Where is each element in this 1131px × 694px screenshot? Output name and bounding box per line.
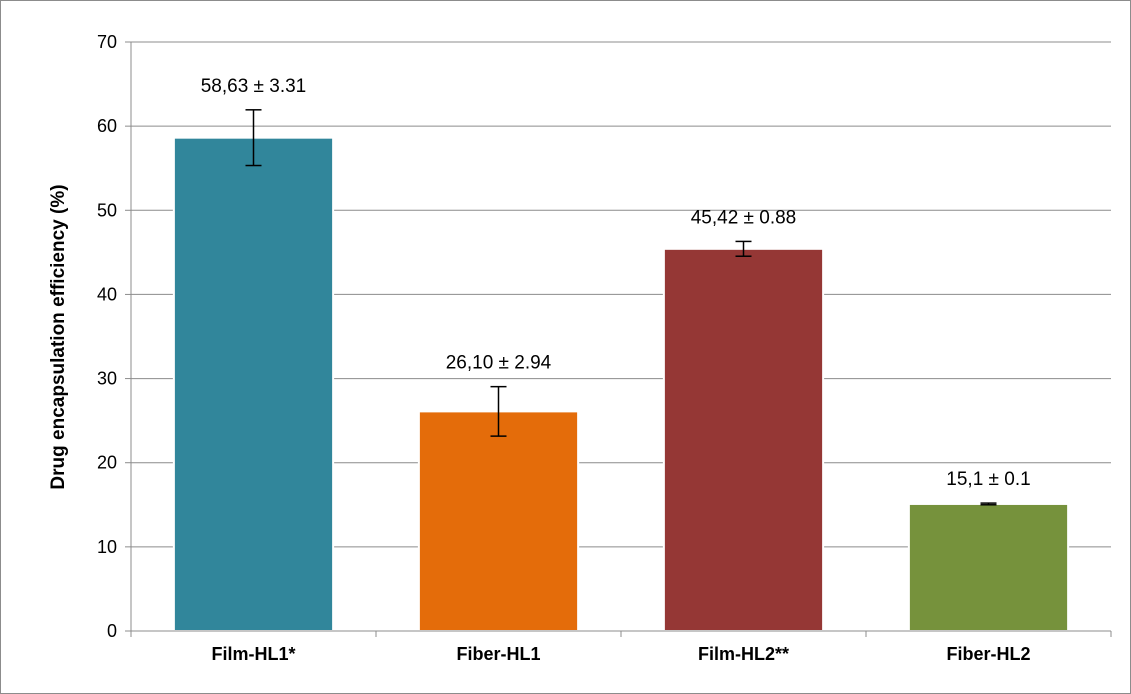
data-labels: 58,63 ± 3.31 26,10 ± 2.94 45,42 ± 0.88 15,1… xyxy=(201,76,1031,490)
y-tick-label: 50 xyxy=(97,200,117,220)
bars xyxy=(172,136,1070,632)
x-tick-label: Fiber-HL1 xyxy=(456,644,540,664)
error-bars xyxy=(245,109,997,506)
y-axis-title: Drug encapsulation efficiency (%) xyxy=(48,184,69,489)
bar xyxy=(172,136,335,632)
bar xyxy=(417,410,580,632)
x-tick-label: Film-HL1* xyxy=(211,644,295,664)
x-tick-label: Fiber-HL2 xyxy=(946,644,1030,664)
bar xyxy=(907,502,1070,632)
y-tick-label: 10 xyxy=(97,537,117,557)
y-tick-label: 20 xyxy=(97,453,117,473)
x-tick-label: Film-HL2** xyxy=(698,644,789,664)
data-label: 15,1 ± 0.1 xyxy=(946,469,1030,490)
y-tick-label: 60 xyxy=(97,116,117,136)
y-tick-label: 0 xyxy=(107,621,117,641)
y-tick-label: 70 xyxy=(97,32,117,52)
data-label: 58,63 ± 3.31 xyxy=(201,76,307,97)
data-label: 26,10 ± 2.94 xyxy=(446,353,552,374)
y-tick-label: 30 xyxy=(97,369,117,389)
data-label: 45,42 ± 0.88 xyxy=(691,207,797,228)
y-tick-label: 40 xyxy=(97,284,117,304)
bar xyxy=(662,247,825,632)
axes: 0 10 20 30 40 50 60 70 Film-HL1* Fiber-HL1 Film-HL… xyxy=(97,32,1112,664)
